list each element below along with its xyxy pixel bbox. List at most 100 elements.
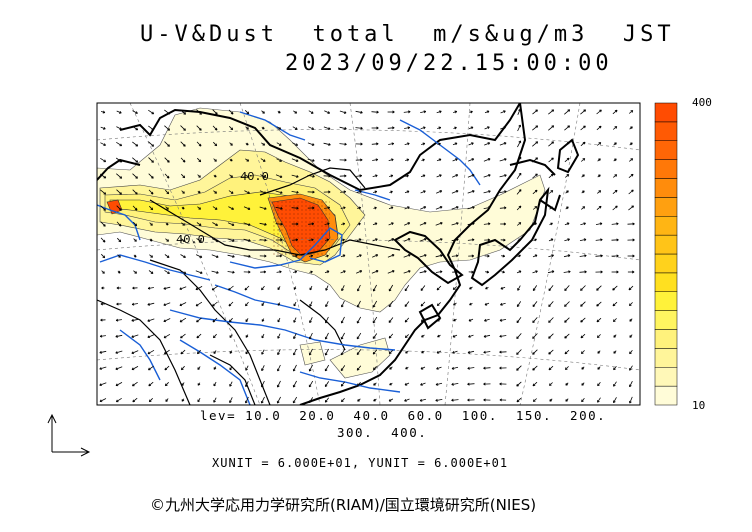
- wind-arrow-head: [150, 207, 154, 211]
- wind-arrow: [356, 175, 362, 177]
- wind-arrow-head: [147, 286, 151, 290]
- wind-arrow-head: [488, 206, 491, 210]
- wind-arrow: [163, 302, 171, 306]
- wind-arrow-head: [102, 110, 106, 114]
- wind-arrow-head: [436, 366, 439, 370]
- wind-arrow-head: [420, 303, 424, 307]
- wind-arrow: [275, 206, 283, 210]
- wind-arrow: [612, 205, 618, 211]
- wind-arrow-head: [359, 270, 363, 273]
- wind-arrow: [484, 126, 490, 130]
- wind-arrow: [580, 125, 586, 131]
- wind-arrow-head: [261, 384, 264, 388]
- wind-arrow: [324, 364, 330, 372]
- wind-arrow: [341, 316, 345, 324]
- wind-arrow-head: [564, 304, 567, 307]
- wind-arrow: [532, 270, 538, 274]
- wind-arrow: [148, 141, 154, 147]
- wind-arrow: [148, 287, 154, 289]
- wind-arrow: [564, 238, 570, 242]
- wind-arrow: [483, 334, 491, 338]
- wind-arrow: [245, 381, 249, 387]
- wind-arrow-head: [358, 206, 362, 210]
- wind-arrow-head: [518, 156, 522, 160]
- wind-arrow: [164, 141, 170, 147]
- wind-arrow: [451, 399, 459, 401]
- wind-arrow: [308, 110, 314, 114]
- wind-arrow: [181, 173, 185, 179]
- wind-arrow: [452, 158, 458, 162]
- wind-arrow-head: [407, 126, 411, 130]
- wind-arrow: [292, 396, 298, 404]
- wind-arrow: [356, 316, 362, 324]
- wind-arrow: [324, 223, 330, 225]
- wind-arrow-head: [375, 238, 378, 242]
- wind-arrow: [227, 254, 235, 258]
- wind-arrow-head: [405, 350, 408, 354]
- wind-arrow: [467, 350, 475, 354]
- wind-arrow: [115, 157, 123, 163]
- wind-arrow-head: [487, 158, 491, 161]
- wind-arrow-head: [406, 158, 410, 162]
- wind-arrow-head: [293, 303, 297, 307]
- wind-arrow-head: [483, 334, 487, 338]
- unit-info: XUNIT = 6.000E+01, YUNIT = 6.000E+01: [212, 456, 509, 470]
- wind-arrow: [163, 333, 171, 339]
- wind-arrow-head: [131, 335, 134, 338]
- wind-arrow: [131, 366, 139, 370]
- wind-arrow-head: [614, 126, 618, 129]
- chart-datetime: 2023/09/22.15:00:00: [285, 51, 613, 76]
- wind-arrow: [596, 317, 602, 323]
- wind-arrow: [356, 332, 362, 340]
- wind-arrow-head: [198, 159, 202, 163]
- wind-arrow: [435, 206, 443, 210]
- wind-arrow-head: [452, 334, 456, 338]
- wind-arrow-head: [487, 238, 491, 242]
- wind-arrow-head: [503, 238, 506, 242]
- wind-arrow-head: [629, 400, 632, 404]
- wind-arrow-head: [199, 255, 203, 258]
- wind-arrow-head: [596, 288, 599, 291]
- wind-arrow: [532, 333, 538, 339]
- wind-arrow-head: [390, 190, 393, 194]
- wind-arrow-head: [166, 191, 170, 195]
- wind-arrow: [628, 110, 634, 114]
- wind-arrow-head: [597, 335, 600, 338]
- wind-arrow-head: [263, 191, 267, 194]
- wind-arrow: [196, 125, 202, 131]
- wind-arrow: [564, 174, 570, 178]
- wind-arrow: [356, 270, 362, 274]
- wind-arrow-head: [613, 351, 617, 354]
- wind-arrow: [388, 317, 394, 323]
- wind-arrow-head: [262, 143, 266, 146]
- wind-arrow-head: [468, 318, 472, 322]
- wind-arrow-head: [455, 158, 458, 162]
- wind-arrow: [116, 189, 122, 195]
- wind-arrow-head: [567, 109, 571, 112]
- wind-arrow: [99, 173, 107, 179]
- wind-arrow: [164, 365, 170, 371]
- wind-arrow: [435, 222, 443, 226]
- wind-arrow: [579, 255, 587, 257]
- wind-arrow-head: [471, 158, 475, 161]
- wind-arrow-head: [99, 367, 102, 370]
- wind-arrow-head: [374, 206, 377, 210]
- wind-arrow-head: [597, 400, 600, 403]
- wind-arrow-head: [598, 142, 602, 145]
- wind-arrow-head: [372, 304, 376, 308]
- wind-arrow-head: [182, 175, 186, 179]
- wind-arrow: [451, 238, 459, 242]
- wind-arrow-head: [229, 158, 233, 162]
- wind-arrow-head: [596, 303, 599, 307]
- wind-arrow: [340, 365, 346, 371]
- wind-arrow-head: [214, 127, 218, 131]
- wind-arrow-head: [135, 111, 138, 114]
- wind-arrow-head: [261, 335, 265, 339]
- wind-arrow-head: [148, 367, 151, 371]
- wind-arrow-head: [483, 382, 486, 386]
- wind-arrow-head: [467, 366, 470, 370]
- wind-arrow-head: [565, 367, 568, 370]
- wind-arrow-head: [567, 238, 570, 242]
- wind-arrow-head: [437, 334, 440, 338]
